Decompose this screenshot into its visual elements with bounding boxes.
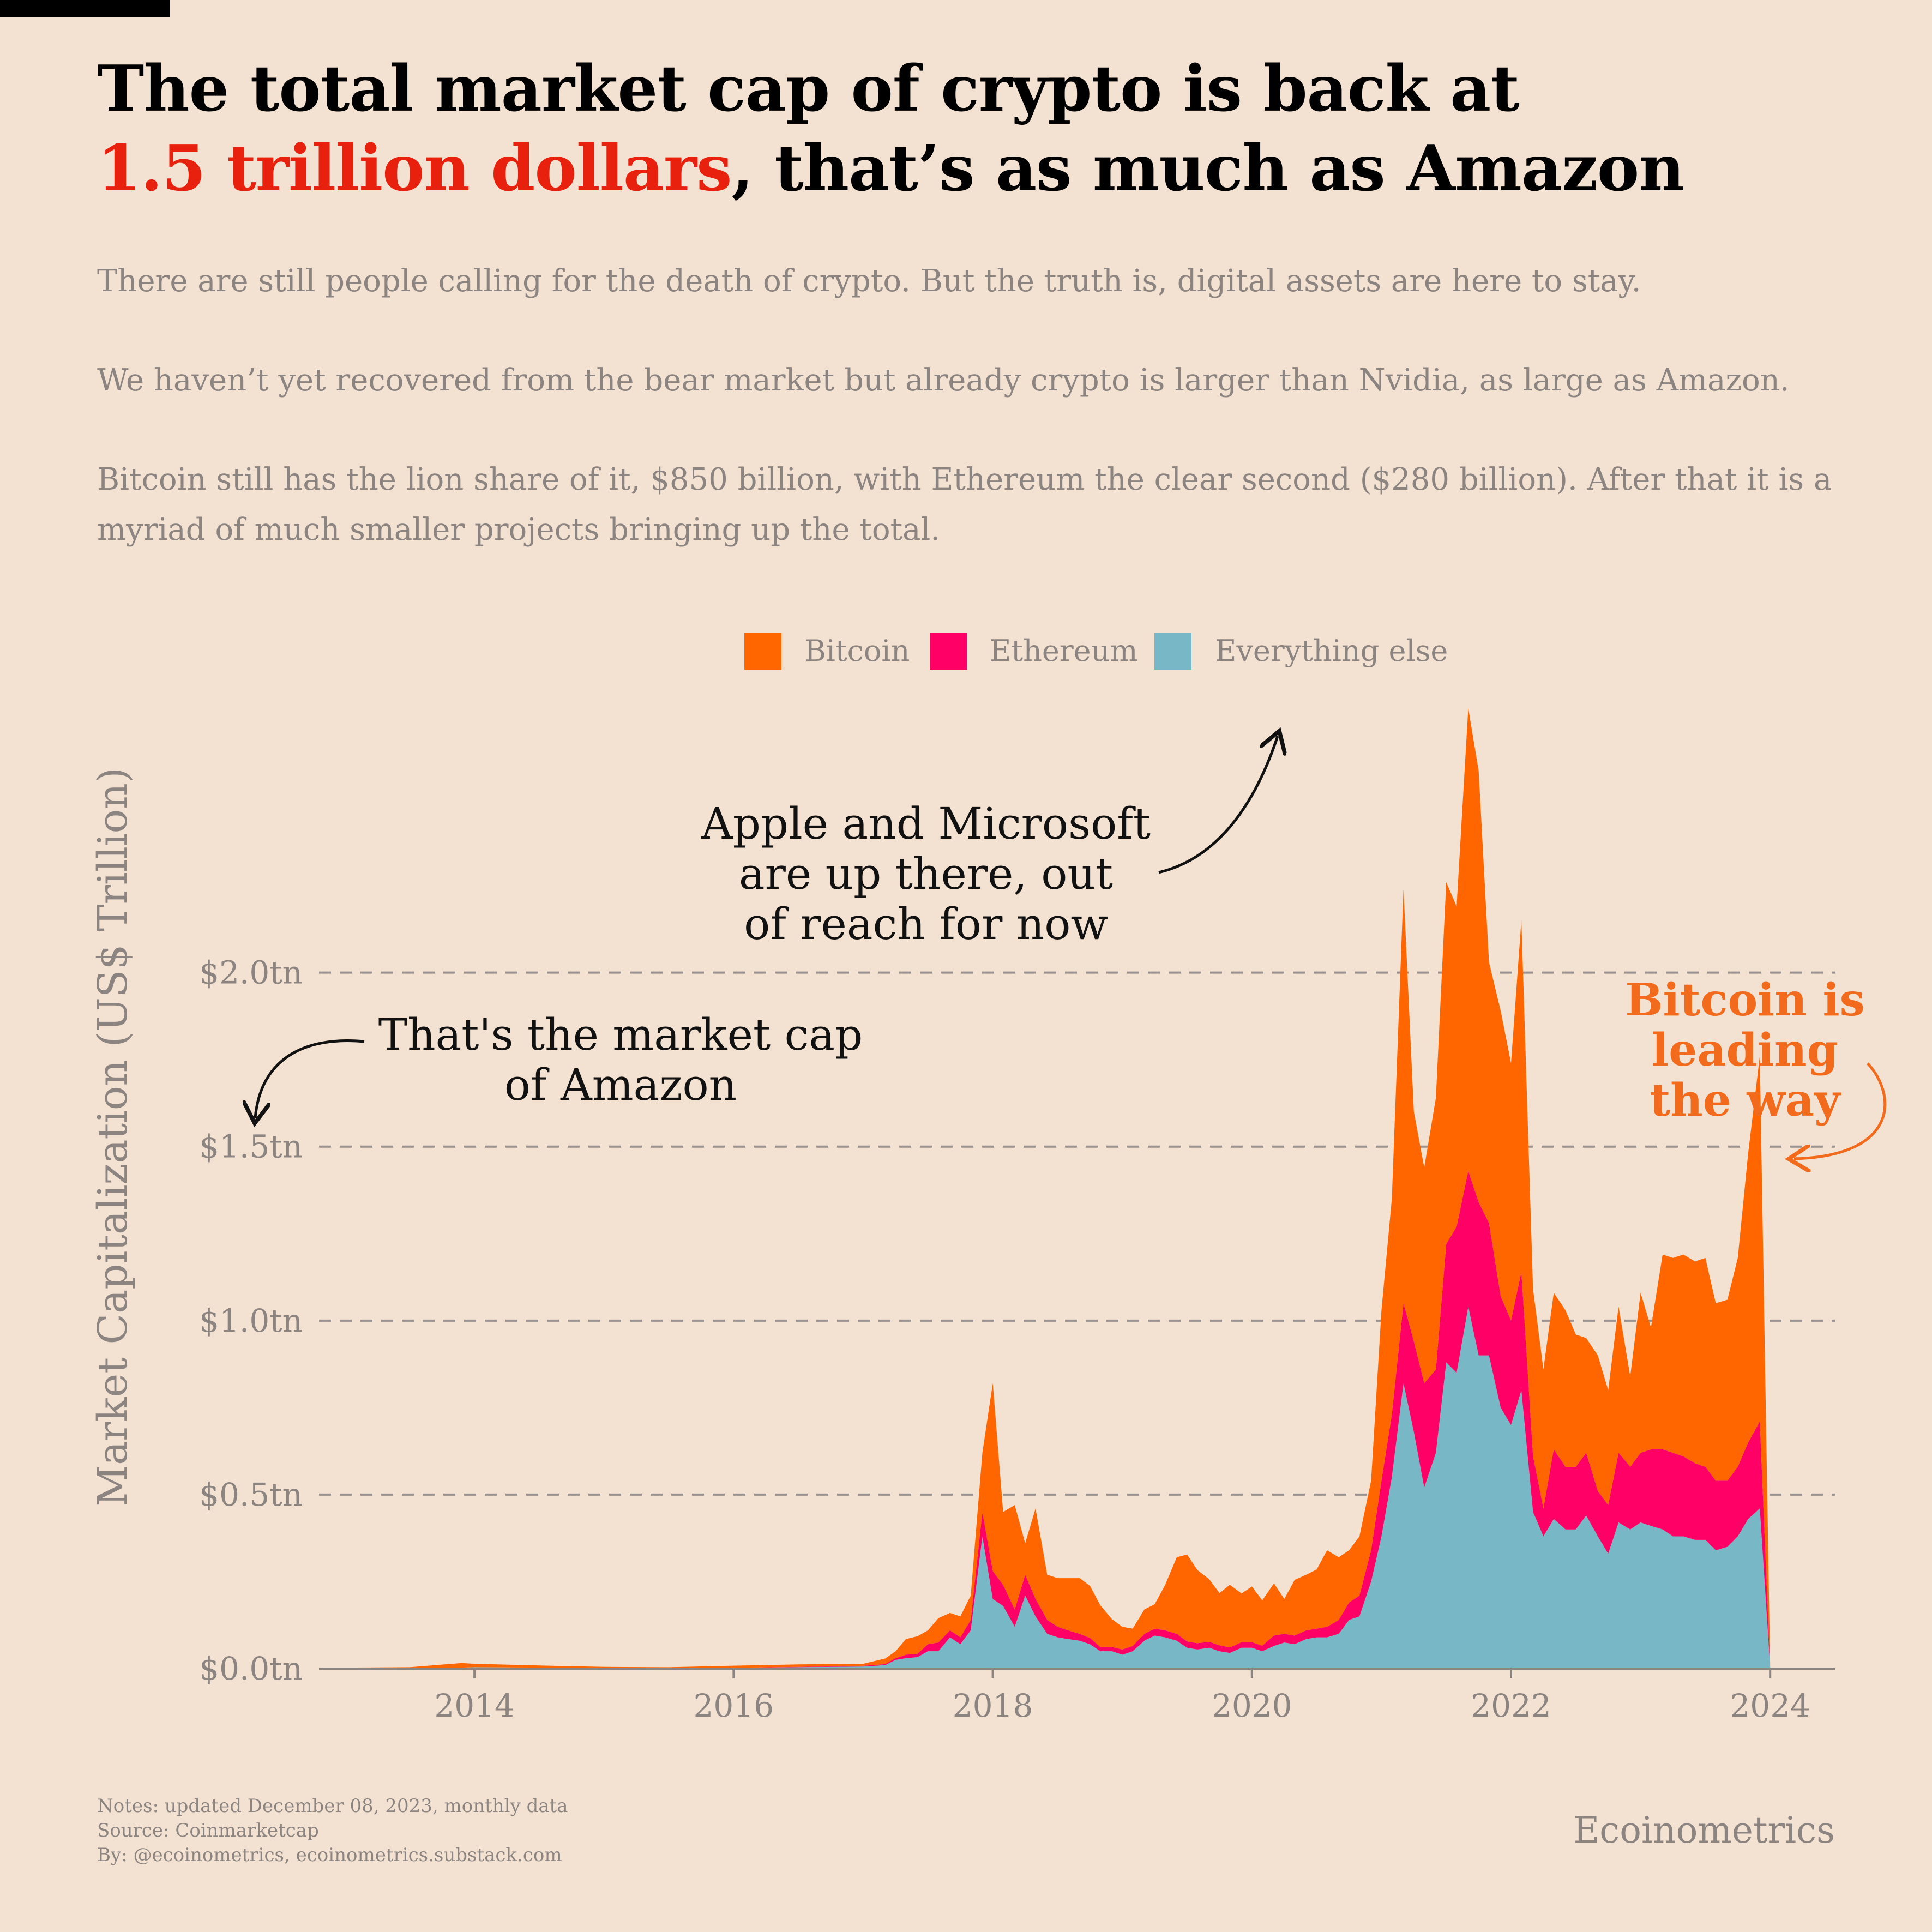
page-title: The total market cap of crypto is back a… — [97, 49, 1685, 208]
y-tick-label: $1.5tn — [199, 1128, 303, 1165]
subtitle-paragraph-1: There are still people calling for the d… — [97, 263, 1641, 299]
title-line1: The total market cap of crypto is back a… — [97, 52, 1520, 126]
x-tick-label: 2018 — [953, 1687, 1033, 1724]
subtitle-paragraph-2: We haven’t yet recovered from the bear m… — [97, 363, 1790, 398]
subtitle: There are still people calling for the d… — [97, 256, 1853, 604]
x-tick-label: 2016 — [694, 1687, 774, 1724]
x-tick-label: 2014 — [434, 1687, 515, 1724]
annotation-amazon-line1: That's the market cap — [378, 1009, 863, 1060]
legend-swatch-bitcoin — [744, 633, 781, 670]
legend-label-bitcoin: Bitcoin — [804, 634, 910, 668]
legend: Bitcoin Ethereum Everything else — [744, 633, 1448, 670]
arrow-amazon — [255, 1039, 365, 1118]
y-axis-label: Market Capitalization (US$ Trillion) — [89, 767, 136, 1506]
x-tick-label: 2022 — [1471, 1687, 1551, 1724]
brand-logo-text: Ecoinometrics — [1573, 1809, 1835, 1851]
grid-lines — [319, 971, 1835, 1496]
x-tick-label: 2024 — [1730, 1687, 1810, 1724]
notes-line: Notes: updated December 08, 2023, monthl… — [97, 1795, 568, 1817]
title-line2-rest: , that’s as much as Amazon — [731, 131, 1684, 206]
y-tick-label: $0.5tn — [199, 1476, 303, 1513]
area-everything-else — [345, 1307, 1771, 1669]
arrow-apple-microsoft — [1158, 736, 1278, 874]
annotation-btc-line2: leading — [1652, 1024, 1838, 1076]
annotation-apple-line1: Apple and Microsoft — [701, 798, 1151, 849]
annotation-bitcoin-leading: Bitcoin is leading the way — [1625, 974, 1865, 1127]
area-series — [345, 708, 1771, 1669]
axes: $0.0tn $0.5tn $1.0tn $1.5tn $2.0tn 2014 2016 20… — [199, 954, 1835, 1724]
by-line: By: @ecoinometrics, ecoinometrics.substa… — [97, 1844, 562, 1866]
legend-label-ethereum: Ethereum — [990, 634, 1138, 668]
annotation-amazon: That's the market cap of Amazon — [378, 1009, 863, 1110]
arrow-bitcoin-leading — [1794, 1062, 1887, 1159]
legend-swatch-everything-else — [1154, 633, 1191, 670]
x-tick-label: 2020 — [1212, 1687, 1292, 1724]
annotation-btc-line3: the way — [1650, 1074, 1841, 1127]
area-bitcoin — [345, 708, 1771, 1669]
legend-swatch-ethereum — [930, 633, 967, 670]
footer-notes: Notes: updated December 08, 2023, monthl… — [97, 1794, 568, 1868]
annotation-apple-line2: are up there, out — [739, 848, 1113, 899]
annotation-apple-line3: of reach for now — [744, 899, 1108, 949]
title-highlight: 1.5 trillion dollars — [97, 131, 732, 206]
top-accent-bar — [0, 0, 170, 17]
y-tick-label: $1.0tn — [199, 1302, 303, 1339]
legend-label-everything-else: Everything else — [1215, 634, 1448, 668]
y-tick-label: $2.0tn — [199, 954, 303, 991]
annotation-btc-line1: Bitcoin is — [1625, 974, 1865, 1026]
annotation-apple-microsoft: Apple and Microsoft are up there, out of… — [701, 798, 1151, 949]
source-line: Source: Coinmarketcap — [97, 1820, 319, 1841]
subtitle-paragraph-3: Bitcoin still has the lion share of it, … — [97, 462, 1832, 547]
annotation-amazon-line2: of Amazon — [504, 1060, 737, 1110]
y-tick-label: $0.0tn — [199, 1650, 303, 1687]
